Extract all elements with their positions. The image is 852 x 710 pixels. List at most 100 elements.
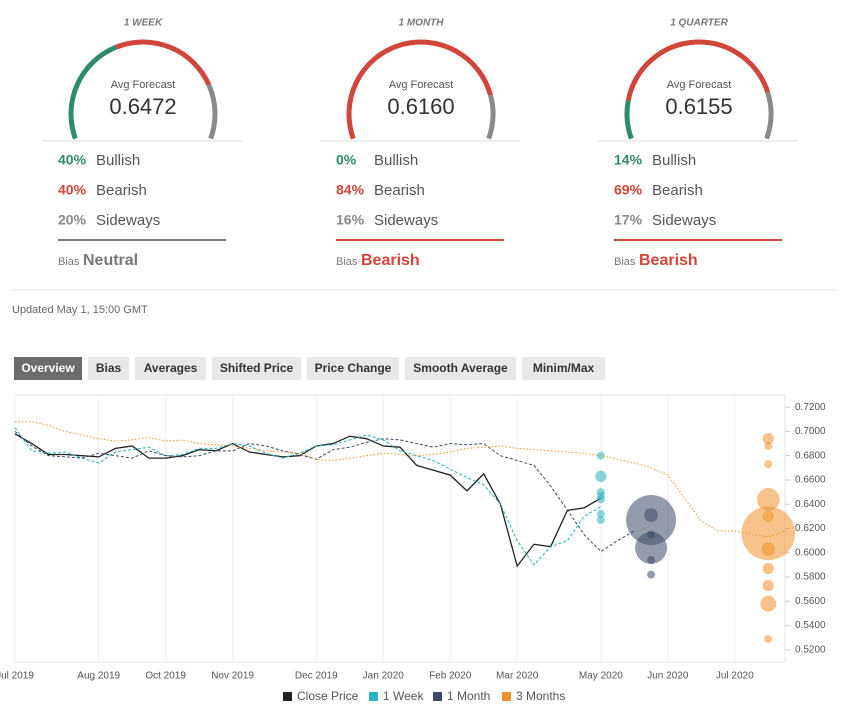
x-tick-label: Jul 2020 — [716, 671, 754, 682]
forecast-bubble — [762, 579, 774, 592]
stat-name: Bearish — [652, 182, 703, 199]
stat-percent: 14% — [614, 152, 643, 168]
gauge-segment — [486, 94, 496, 140]
tab-button[interactable] — [307, 357, 399, 380]
gauge-segment — [115, 39, 212, 86]
tab-button[interactable] — [405, 357, 516, 380]
tab-label[interactable]: Averages — [144, 361, 198, 375]
stat-percent: 69% — [614, 182, 643, 198]
forecast-bubble — [595, 470, 607, 482]
bias-value: Bearish — [639, 252, 698, 269]
tab[interactable]: Overview — [14, 357, 82, 380]
x-tick-label: Jan 2020 — [363, 671, 405, 682]
legend-label[interactable]: 1 Month — [447, 689, 490, 703]
forecast-bubble — [647, 570, 656, 579]
x-tick-label: May 2020 — [579, 671, 623, 682]
bias-value: Bearish — [361, 252, 420, 269]
x-tick-label: Aug 2019 — [77, 671, 120, 682]
stat-name: Bearish — [374, 182, 425, 199]
stat-name: Bullish — [652, 152, 696, 169]
tab[interactable]: Minim/Max — [522, 357, 605, 380]
bias-value: Neutral — [83, 252, 138, 269]
stat-percent: 0% — [336, 152, 357, 168]
forecast-bubble — [764, 460, 773, 469]
stat-name: Sideways — [652, 212, 716, 229]
gauge-value: 0.6155 — [665, 94, 732, 119]
gauge-label: Avg Forecast — [667, 79, 732, 91]
tab-label[interactable]: Smooth Average — [413, 361, 508, 375]
legend-swatch[interactable] — [433, 692, 442, 701]
tab[interactable]: Averages — [135, 357, 206, 380]
gauge-segment — [625, 39, 771, 101]
tab-label[interactable]: Overview — [21, 361, 75, 375]
forecast-bubble — [635, 531, 668, 564]
stat-name: Bearish — [96, 182, 147, 199]
stat-name: Bullish — [96, 152, 140, 169]
y-tick-label: 0.5200 — [795, 645, 826, 656]
forecast-bubble — [596, 509, 605, 518]
gauge-value: 0.6160 — [387, 94, 454, 119]
tab-button[interactable] — [14, 357, 82, 380]
stat-percent: 17% — [614, 212, 643, 228]
tab-button[interactable] — [212, 357, 301, 380]
legend-label[interactable]: 3 Months — [516, 689, 565, 703]
tab[interactable]: Price Change — [307, 357, 399, 380]
y-tick-label: 0.6800 — [795, 450, 826, 461]
legend-label[interactable]: Close Price — [297, 689, 359, 703]
series-line — [15, 421, 786, 538]
tab-label[interactable]: Bias — [96, 361, 122, 375]
period-label: 1 MONTH — [399, 18, 445, 29]
stat-name: Sideways — [96, 212, 160, 229]
gauge-segment — [346, 39, 493, 140]
y-tick-label: 0.7000 — [795, 426, 826, 437]
y-tick-label: 0.6600 — [795, 475, 826, 486]
tab-label[interactable]: Shifted Price — [220, 361, 294, 375]
x-tick-label: Feb 2020 — [429, 671, 472, 682]
tab[interactable]: Shifted Price — [212, 357, 301, 380]
legend-label[interactable]: 1 Week — [383, 689, 424, 703]
stat-name: Bullish — [374, 152, 418, 169]
legend-swatch[interactable] — [283, 692, 292, 701]
y-tick-label: 0.5400 — [795, 620, 826, 631]
tab-label[interactable]: Minim/Max — [533, 361, 595, 375]
tab-button[interactable] — [522, 357, 605, 380]
y-tick-label: 0.6400 — [795, 499, 826, 510]
bias-label: Bias — [336, 256, 358, 268]
period-label: 1 WEEK — [124, 18, 163, 29]
forecast-bubble — [764, 634, 773, 643]
period-label: 1 QUARTER — [670, 18, 728, 29]
x-tick-label: Oct 2019 — [145, 671, 186, 682]
forecast-bubble — [596, 495, 605, 504]
gauge-label: Avg Forecast — [389, 79, 454, 91]
series-line — [14, 431, 635, 553]
forecast-bubble — [762, 433, 774, 445]
forecast-bubble — [756, 488, 780, 511]
gauge-segment — [68, 44, 117, 140]
gauge-value: 0.6472 — [109, 94, 176, 119]
series-line — [14, 433, 602, 568]
stat-percent: 40% — [58, 182, 87, 198]
forecast-bubble — [760, 595, 777, 612]
series-line — [14, 427, 602, 566]
stat-percent: 40% — [58, 152, 87, 168]
y-tick-label: 0.5600 — [795, 596, 826, 607]
tab[interactable]: Bias — [88, 357, 129, 380]
forecast-bubble — [647, 530, 656, 539]
tab[interactable]: Smooth Average — [405, 357, 516, 380]
bias-label: Bias — [58, 256, 80, 268]
stat-name: Sideways — [374, 212, 438, 229]
forecast-bubble — [761, 542, 776, 557]
tab-label[interactable]: Price Change — [315, 361, 392, 375]
legend-swatch[interactable] — [369, 692, 378, 701]
legend-swatch[interactable] — [502, 692, 511, 701]
forecast-bubble — [596, 516, 605, 525]
bias-label: Bias — [614, 256, 636, 268]
tab-button[interactable] — [135, 357, 206, 380]
x-tick-label: Dec 2019 — [295, 671, 338, 682]
x-tick-label: Jul 2019 — [0, 671, 34, 682]
tab-button[interactable] — [88, 357, 129, 380]
forecast-bubble — [762, 562, 774, 575]
gauge-segment — [624, 100, 634, 140]
x-tick-label: Mar 2020 — [496, 671, 539, 682]
